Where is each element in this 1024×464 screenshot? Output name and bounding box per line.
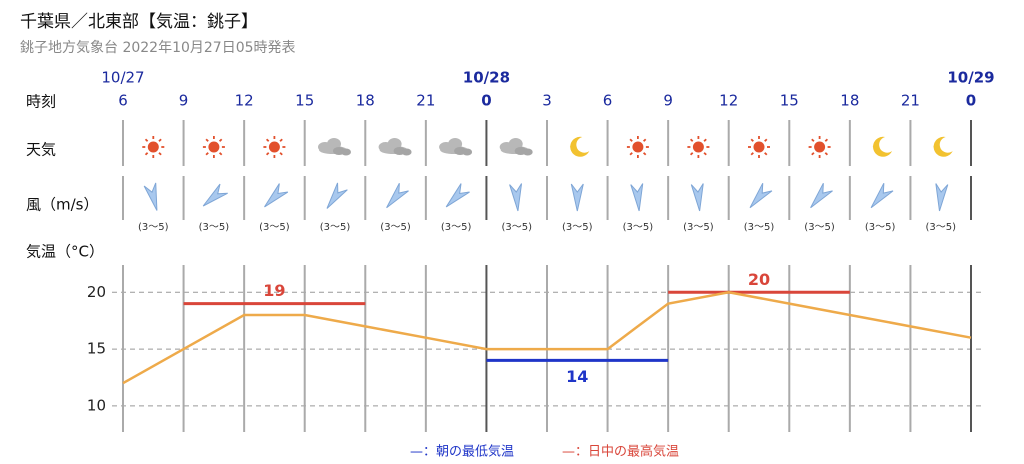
wind-arrow <box>744 182 773 213</box>
moon-icon <box>872 136 893 157</box>
cloud-icon <box>378 138 412 156</box>
hour-label: 9 <box>663 92 673 110</box>
wind-arrow <box>866 182 894 213</box>
cloud-icon <box>439 138 473 156</box>
title: 千葉県／北東部【気温：銚子】 <box>20 12 258 32</box>
hour-label: 12 <box>235 92 254 110</box>
hour-label: 21 <box>901 92 920 110</box>
wind-arrow <box>441 183 471 212</box>
y-tick-label: 10 <box>87 396 106 414</box>
hour-label: 15 <box>780 92 799 110</box>
hour-label: 18 <box>356 92 375 110</box>
wind-label: (3〜5) <box>259 222 290 233</box>
legend-entry: —：朝の最低気温 <box>410 444 514 460</box>
wind-arrow <box>509 183 525 212</box>
wind-arrow <box>321 182 348 213</box>
wind-label: (3〜5) <box>501 222 532 233</box>
wind-label: (3〜5) <box>623 222 654 233</box>
y-tick-label: 20 <box>87 283 106 301</box>
wind-arrow <box>933 183 949 212</box>
wind-arrow <box>381 182 410 213</box>
moon-icon <box>933 136 953 157</box>
row-label: 時刻 <box>26 93 56 111</box>
wind-arrow <box>690 183 707 212</box>
wind-label: (3〜5) <box>925 222 956 233</box>
wind-arrow <box>570 183 584 212</box>
wind-arrow <box>630 183 646 212</box>
cloud-icon <box>499 138 533 156</box>
sun-icon <box>747 135 771 159</box>
wind-label: (3〜5) <box>804 222 835 233</box>
wind-label: (3〜5) <box>380 222 411 233</box>
hour-label: 0 <box>481 92 491 110</box>
wind-arrow <box>143 182 164 213</box>
hour-label: 18 <box>840 92 859 110</box>
sun-icon <box>262 135 287 159</box>
range-label: 20 <box>748 270 770 289</box>
subtitle: 銚子地方気象台 2022年10月27日05時発表 <box>20 40 296 56</box>
wind-arrow <box>259 183 289 212</box>
wind-label: (3〜5) <box>562 222 593 233</box>
sun-icon <box>626 135 650 159</box>
hour-label: 6 <box>118 92 128 110</box>
row-label: 風（m/s） <box>26 196 98 214</box>
range-label: 19 <box>263 281 285 300</box>
hour-label: 21 <box>416 92 435 110</box>
wind-label: (3〜5) <box>320 222 351 233</box>
hour-label: 0 <box>966 92 976 110</box>
hour-label: 9 <box>179 92 189 110</box>
date-label: 10/28 <box>463 69 510 87</box>
sun-icon <box>686 135 711 159</box>
sun-icon <box>201 135 226 159</box>
wind-label: (3〜5) <box>199 222 230 233</box>
date-label: 10/27 <box>101 69 144 87</box>
sun-icon <box>141 135 166 159</box>
hour-label: 3 <box>542 92 552 110</box>
wind-label: (3〜5) <box>441 222 472 233</box>
moon-icon <box>569 136 590 157</box>
hour-label: 6 <box>603 92 613 110</box>
date-label: 10/29 <box>947 69 994 87</box>
wind-arrows <box>143 182 949 213</box>
y-tick-label: 15 <box>87 340 106 358</box>
wind-label: (3〜5) <box>744 222 775 233</box>
range-label: 14 <box>566 367 588 386</box>
hour-label: 15 <box>295 92 314 110</box>
cloud-icon <box>318 138 351 156</box>
wind-label: (3〜5) <box>683 222 714 233</box>
wind-label: (3〜5) <box>138 222 169 233</box>
wind-label: (3〜5) <box>865 222 896 233</box>
sun-icon <box>807 135 832 159</box>
row-label: 気温（°C） <box>26 243 104 261</box>
legend-entry: —：日中の最高気温 <box>562 444 679 460</box>
hour-label: 12 <box>719 92 738 110</box>
temperature-line <box>122 290 972 385</box>
wind-arrow <box>805 182 834 213</box>
wind-arrow <box>198 183 229 212</box>
row-label: 天気 <box>26 141 56 159</box>
